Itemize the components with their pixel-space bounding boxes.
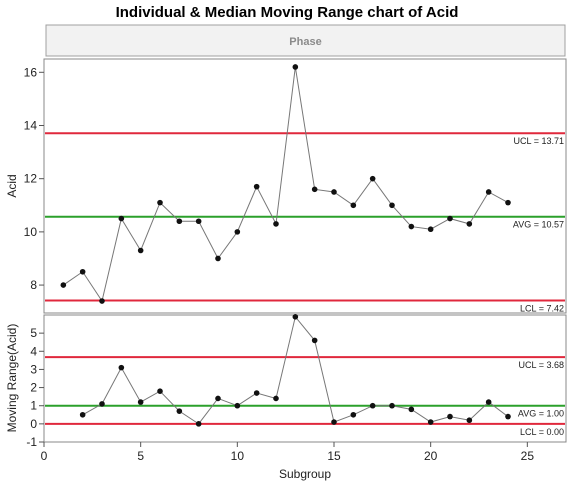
moving-range-y-tick-label: 4	[30, 344, 37, 358]
individual-y-tick-label: 8	[30, 278, 37, 292]
moving-range-data-point	[408, 406, 415, 413]
moving-range-data-point	[447, 413, 453, 420]
individual-y-tick-label: 14	[24, 118, 38, 132]
x-axis-label: Subgroup	[279, 467, 331, 481]
moving-range-data-point	[137, 399, 144, 405]
x-tick-label: 5	[137, 449, 144, 463]
individual-plot-frame	[43, 58, 567, 314]
individual-data-point	[389, 202, 395, 209]
individual-data-point	[408, 223, 415, 230]
individual-data-point	[234, 229, 241, 235]
individual-data-point	[99, 298, 105, 304]
phase-header: Phase	[45, 24, 566, 57]
moving-range-data-point	[118, 364, 125, 371]
moving-range-data-point	[389, 402, 395, 409]
chart-title: Individual & Median Moving Range chart o…	[116, 4, 459, 21]
moving-range-data-point	[79, 411, 86, 418]
moving-range-y-tick-label: 2	[30, 381, 37, 395]
individual-data-point	[331, 189, 337, 195]
individual-ucl-label: UCL = 13.71	[514, 136, 564, 146]
moving-range-y-tick-label: 5	[30, 326, 37, 340]
x-tick-label: 0	[41, 449, 48, 463]
x-tick-label: 10	[231, 449, 245, 463]
moving-range-data-point	[311, 337, 318, 344]
moving-range-y-axis-label: Moving Range(Acid)	[5, 324, 19, 433]
individual-data-point	[350, 202, 357, 209]
individual-avg-label: AVG = 10.57	[513, 220, 564, 230]
moving-range-avg-label: AVG = 1.00	[518, 409, 564, 419]
moving-range-data-point	[253, 390, 260, 396]
individual-data-point	[195, 218, 202, 225]
moving-range-panel: -1 0 1 2 3 4 5 UCL = 3.68 AVG = 1.00 LCL = 0.00	[26, 314, 565, 449]
phase-label: Phase	[289, 36, 321, 48]
moving-range-lcl-label: LCL = 0.00	[520, 427, 564, 437]
individual-data-point	[79, 268, 86, 275]
x-tick-label: 20	[424, 449, 438, 463]
moving-range-data-point	[427, 419, 434, 425]
individual-data-point	[505, 199, 511, 206]
individual-data-point	[292, 64, 299, 70]
moving-range-data-point	[99, 401, 105, 407]
individual-data-point	[485, 189, 492, 195]
individual-data-point	[253, 183, 260, 190]
individual-data-point	[273, 221, 279, 227]
moving-range-y-tick-label: 3	[30, 362, 37, 376]
individual-y-axis-label: Acid	[5, 174, 19, 197]
moving-range-data-point	[273, 395, 279, 402]
individual-data-point	[369, 175, 376, 182]
phase-header-box	[45, 24, 566, 57]
moving-range-ucl-label: UCL = 3.68	[519, 360, 564, 370]
moving-range-data-point	[505, 413, 511, 420]
individual-data-point	[447, 215, 453, 222]
moving-range-data-point	[292, 314, 299, 320]
individual-data-point	[466, 221, 473, 227]
individual-data-point	[215, 255, 221, 262]
individual-data-point	[427, 226, 434, 233]
moving-range-plot-frame	[43, 314, 567, 443]
individual-data-point	[157, 199, 163, 206]
individual-lcl-label: LCL = 7.42	[520, 303, 564, 313]
individual-y-tick-label: 10	[24, 225, 38, 239]
individual-y-tick-label: 16	[24, 65, 38, 79]
moving-range-data-point	[466, 417, 473, 424]
x-tick-label: 25	[521, 449, 535, 463]
moving-range-data-point	[485, 399, 492, 405]
moving-range-data-point	[331, 419, 337, 425]
individual-data-point	[137, 247, 144, 254]
x-axis: 0 5 10 15 20 25	[41, 442, 535, 463]
individual-series-line	[63, 66, 509, 303]
moving-range-data-point	[157, 388, 163, 395]
moving-range-data-point	[176, 408, 183, 414]
moving-range-y-tick-label: 1	[30, 399, 37, 413]
moving-range-y-tick-label: -1	[26, 435, 37, 449]
x-tick-label: 15	[327, 449, 341, 463]
individual-data-point	[118, 215, 125, 222]
individual-data-point	[60, 282, 67, 288]
moving-range-y-tick-label: 0	[30, 417, 37, 431]
individual-panel: 8 10 12 14 16 UCL = 13.71 AVG = 10.57 LCL = 7.4…	[24, 64, 565, 313]
moving-range-data-point	[350, 411, 357, 418]
individual-data-point	[176, 218, 183, 225]
moving-range-data-point	[195, 421, 202, 427]
moving-range-data-point	[215, 395, 221, 402]
moving-range-data-point	[369, 402, 376, 409]
moving-range-data-point	[234, 402, 241, 409]
individual-data-point	[311, 186, 318, 193]
individual-y-tick-label: 12	[24, 172, 38, 186]
